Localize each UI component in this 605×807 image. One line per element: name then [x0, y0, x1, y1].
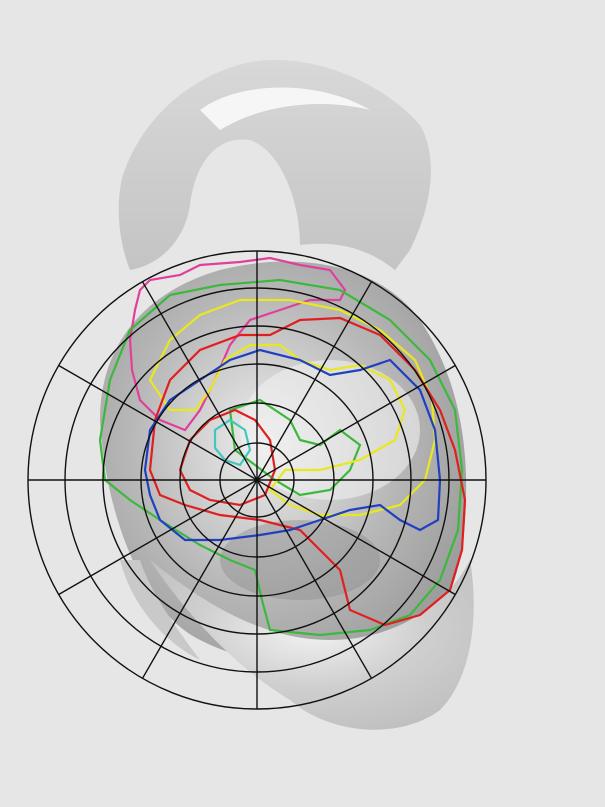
grid-spoke	[141, 281, 373, 679]
tissue-edge	[120, 560, 200, 660]
polar-grid	[27, 250, 487, 710]
contour-red	[148, 316, 467, 627]
contour-magenta	[128, 256, 347, 432]
contour-red-inner	[178, 408, 277, 507]
tissue-dark	[220, 520, 380, 600]
tissue-highlight	[200, 87, 370, 130]
tissue-bright	[240, 360, 420, 500]
contour-cyan	[213, 418, 252, 467]
contour-green	[98, 278, 464, 637]
contour-blue	[143, 348, 442, 542]
tissue-upper	[118, 59, 431, 270]
contour-green-inner	[228, 398, 362, 497]
tissue-lower	[150, 560, 474, 730]
